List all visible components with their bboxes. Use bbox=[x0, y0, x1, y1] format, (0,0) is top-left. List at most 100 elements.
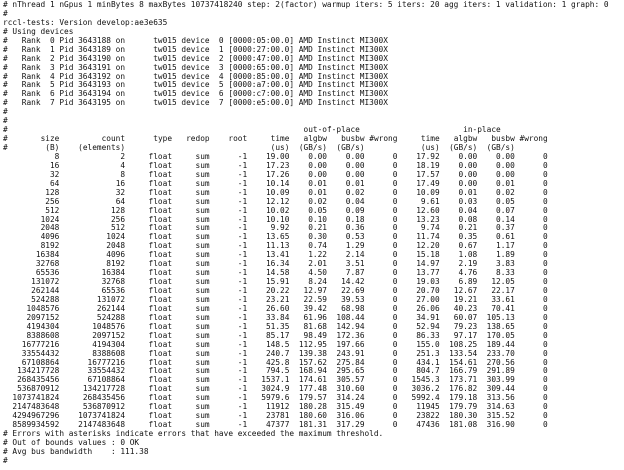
cell: 16777216 bbox=[21, 339, 60, 349]
cell: 0.03 bbox=[458, 196, 478, 206]
cell: 0 bbox=[542, 286, 548, 295]
cell: 0.61 bbox=[496, 232, 515, 242]
prefix: # bbox=[2, 134, 8, 144]
cell: 0 bbox=[542, 178, 548, 188]
cell: 0.36 bbox=[345, 223, 365, 233]
cell: 0 bbox=[392, 250, 398, 260]
cell: 0.00 bbox=[496, 151, 515, 161]
cell: 794.5 bbox=[265, 366, 290, 376]
cell: 33554432 bbox=[87, 366, 126, 376]
prefix: # bbox=[2, 125, 8, 135]
cell: 16.34 bbox=[265, 259, 290, 269]
cell: 68.98 bbox=[341, 303, 365, 313]
cell: float bbox=[148, 187, 173, 197]
cell: -1 bbox=[237, 169, 248, 179]
cell: float bbox=[148, 384, 173, 394]
cell: 512 bbox=[45, 205, 60, 215]
cell: 8192 bbox=[106, 259, 126, 269]
table-row: 524288 131072 float sum -1 23.21 22.59 39.53 0 27… bbox=[3, 294, 624, 305]
cell: -1 bbox=[237, 303, 248, 313]
cell: 0.07 bbox=[496, 205, 515, 215]
cell: 0 bbox=[392, 312, 398, 322]
cell: sum bbox=[195, 205, 210, 215]
table-row: 64 16 float sum -1 10.14 0.01 0.01 0 17.49 0.00 0.0… bbox=[3, 178, 624, 189]
console-line: # Out of bounds values : 0 OK bbox=[3, 437, 140, 447]
cell: 0 bbox=[542, 321, 548, 331]
cell: 10.09 bbox=[265, 187, 290, 197]
cell: sum bbox=[195, 286, 210, 295]
cell: -1 bbox=[237, 321, 248, 331]
cell: 4294967296 bbox=[12, 411, 60, 421]
cell: 17.26 bbox=[265, 169, 290, 179]
cell: 51.35 bbox=[265, 321, 290, 331]
cell: 22.59 bbox=[303, 294, 327, 304]
cell: 17.92 bbox=[416, 151, 440, 161]
cell: 61.96 bbox=[303, 312, 327, 322]
cell: sum bbox=[195, 294, 210, 304]
cell: sum bbox=[195, 420, 210, 430]
cell: 179.79 bbox=[449, 402, 478, 412]
cell: 12.05 bbox=[491, 277, 515, 287]
cell: 291.89 bbox=[486, 366, 515, 376]
cell: 4096 bbox=[106, 250, 126, 260]
cell: 8388608 bbox=[26, 330, 60, 340]
cell: sum bbox=[195, 357, 210, 367]
cell: 39.42 bbox=[303, 303, 327, 313]
cell: 0 bbox=[542, 223, 548, 233]
cell: 0 bbox=[392, 321, 398, 331]
cell: 1024 bbox=[106, 232, 126, 242]
cell: 0.00 bbox=[496, 160, 515, 170]
cell: 67108864 bbox=[87, 375, 126, 385]
group-label: in-place bbox=[463, 125, 501, 135]
cell: 256 bbox=[45, 196, 60, 206]
cell: 0.01 bbox=[345, 178, 365, 188]
cell: 4096 bbox=[40, 232, 60, 242]
cell: 108.44 bbox=[336, 312, 365, 322]
cell: 0 bbox=[392, 160, 398, 170]
table-unit-header: # (B) (elements) (us) (GB/s) (GB/s) (us) (GB/s)… bbox=[3, 143, 624, 153]
cell: 256 bbox=[110, 214, 126, 224]
cell: 32768 bbox=[101, 277, 126, 287]
cell: 133.54 bbox=[449, 348, 478, 358]
cell: -1 bbox=[237, 232, 248, 242]
cell: 0.01 bbox=[308, 187, 327, 197]
cell: 67108864 bbox=[21, 357, 60, 367]
cell: 0.08 bbox=[458, 214, 478, 224]
cell: 11912 bbox=[265, 402, 290, 412]
cell: 0 bbox=[392, 178, 398, 188]
cell: 240.7 bbox=[265, 348, 290, 358]
cell: float bbox=[148, 402, 173, 412]
cell: -1 bbox=[237, 330, 248, 340]
table-row: 8192 2048 float sum -1 11.13 0.74 1.29 0 12.20 0.6… bbox=[3, 241, 624, 251]
cell: 0.02 bbox=[308, 196, 327, 206]
cell: 8.24 bbox=[308, 277, 327, 287]
cell: 13.41 bbox=[265, 250, 290, 260]
cell: sum bbox=[195, 250, 210, 260]
cell: -1 bbox=[237, 357, 248, 367]
cell: float bbox=[148, 205, 173, 215]
cell: 3036.2 bbox=[411, 384, 440, 394]
cell: 34.91 bbox=[416, 312, 440, 322]
cell: 33.84 bbox=[265, 312, 290, 322]
cell: 0 bbox=[542, 169, 548, 179]
cell: 310.60 bbox=[336, 384, 365, 394]
cell: 4.50 bbox=[308, 268, 327, 278]
cell: 0.00 bbox=[308, 169, 327, 179]
cell: 8 bbox=[120, 169, 126, 179]
cell: 0 bbox=[542, 196, 548, 206]
cell: 47436 bbox=[416, 420, 440, 430]
cell: 138.65 bbox=[486, 321, 515, 331]
cell: 0.00 bbox=[345, 151, 365, 161]
cell: 0 bbox=[542, 348, 548, 358]
cell: 174.61 bbox=[298, 375, 327, 385]
cell: 8192 bbox=[40, 241, 60, 251]
cell: 10.14 bbox=[265, 178, 290, 188]
cell: float bbox=[148, 357, 173, 367]
cell: 157.62 bbox=[298, 357, 327, 367]
cell: 0 bbox=[392, 187, 398, 197]
cell: 139.38 bbox=[298, 348, 327, 358]
console-line: # nThread 1 nGpus 1 minBytes 8 maxBytes … bbox=[3, 0, 609, 9]
cell: float bbox=[148, 277, 173, 287]
group-label: out-of-place bbox=[303, 125, 360, 135]
cell: 23.21 bbox=[265, 294, 290, 304]
